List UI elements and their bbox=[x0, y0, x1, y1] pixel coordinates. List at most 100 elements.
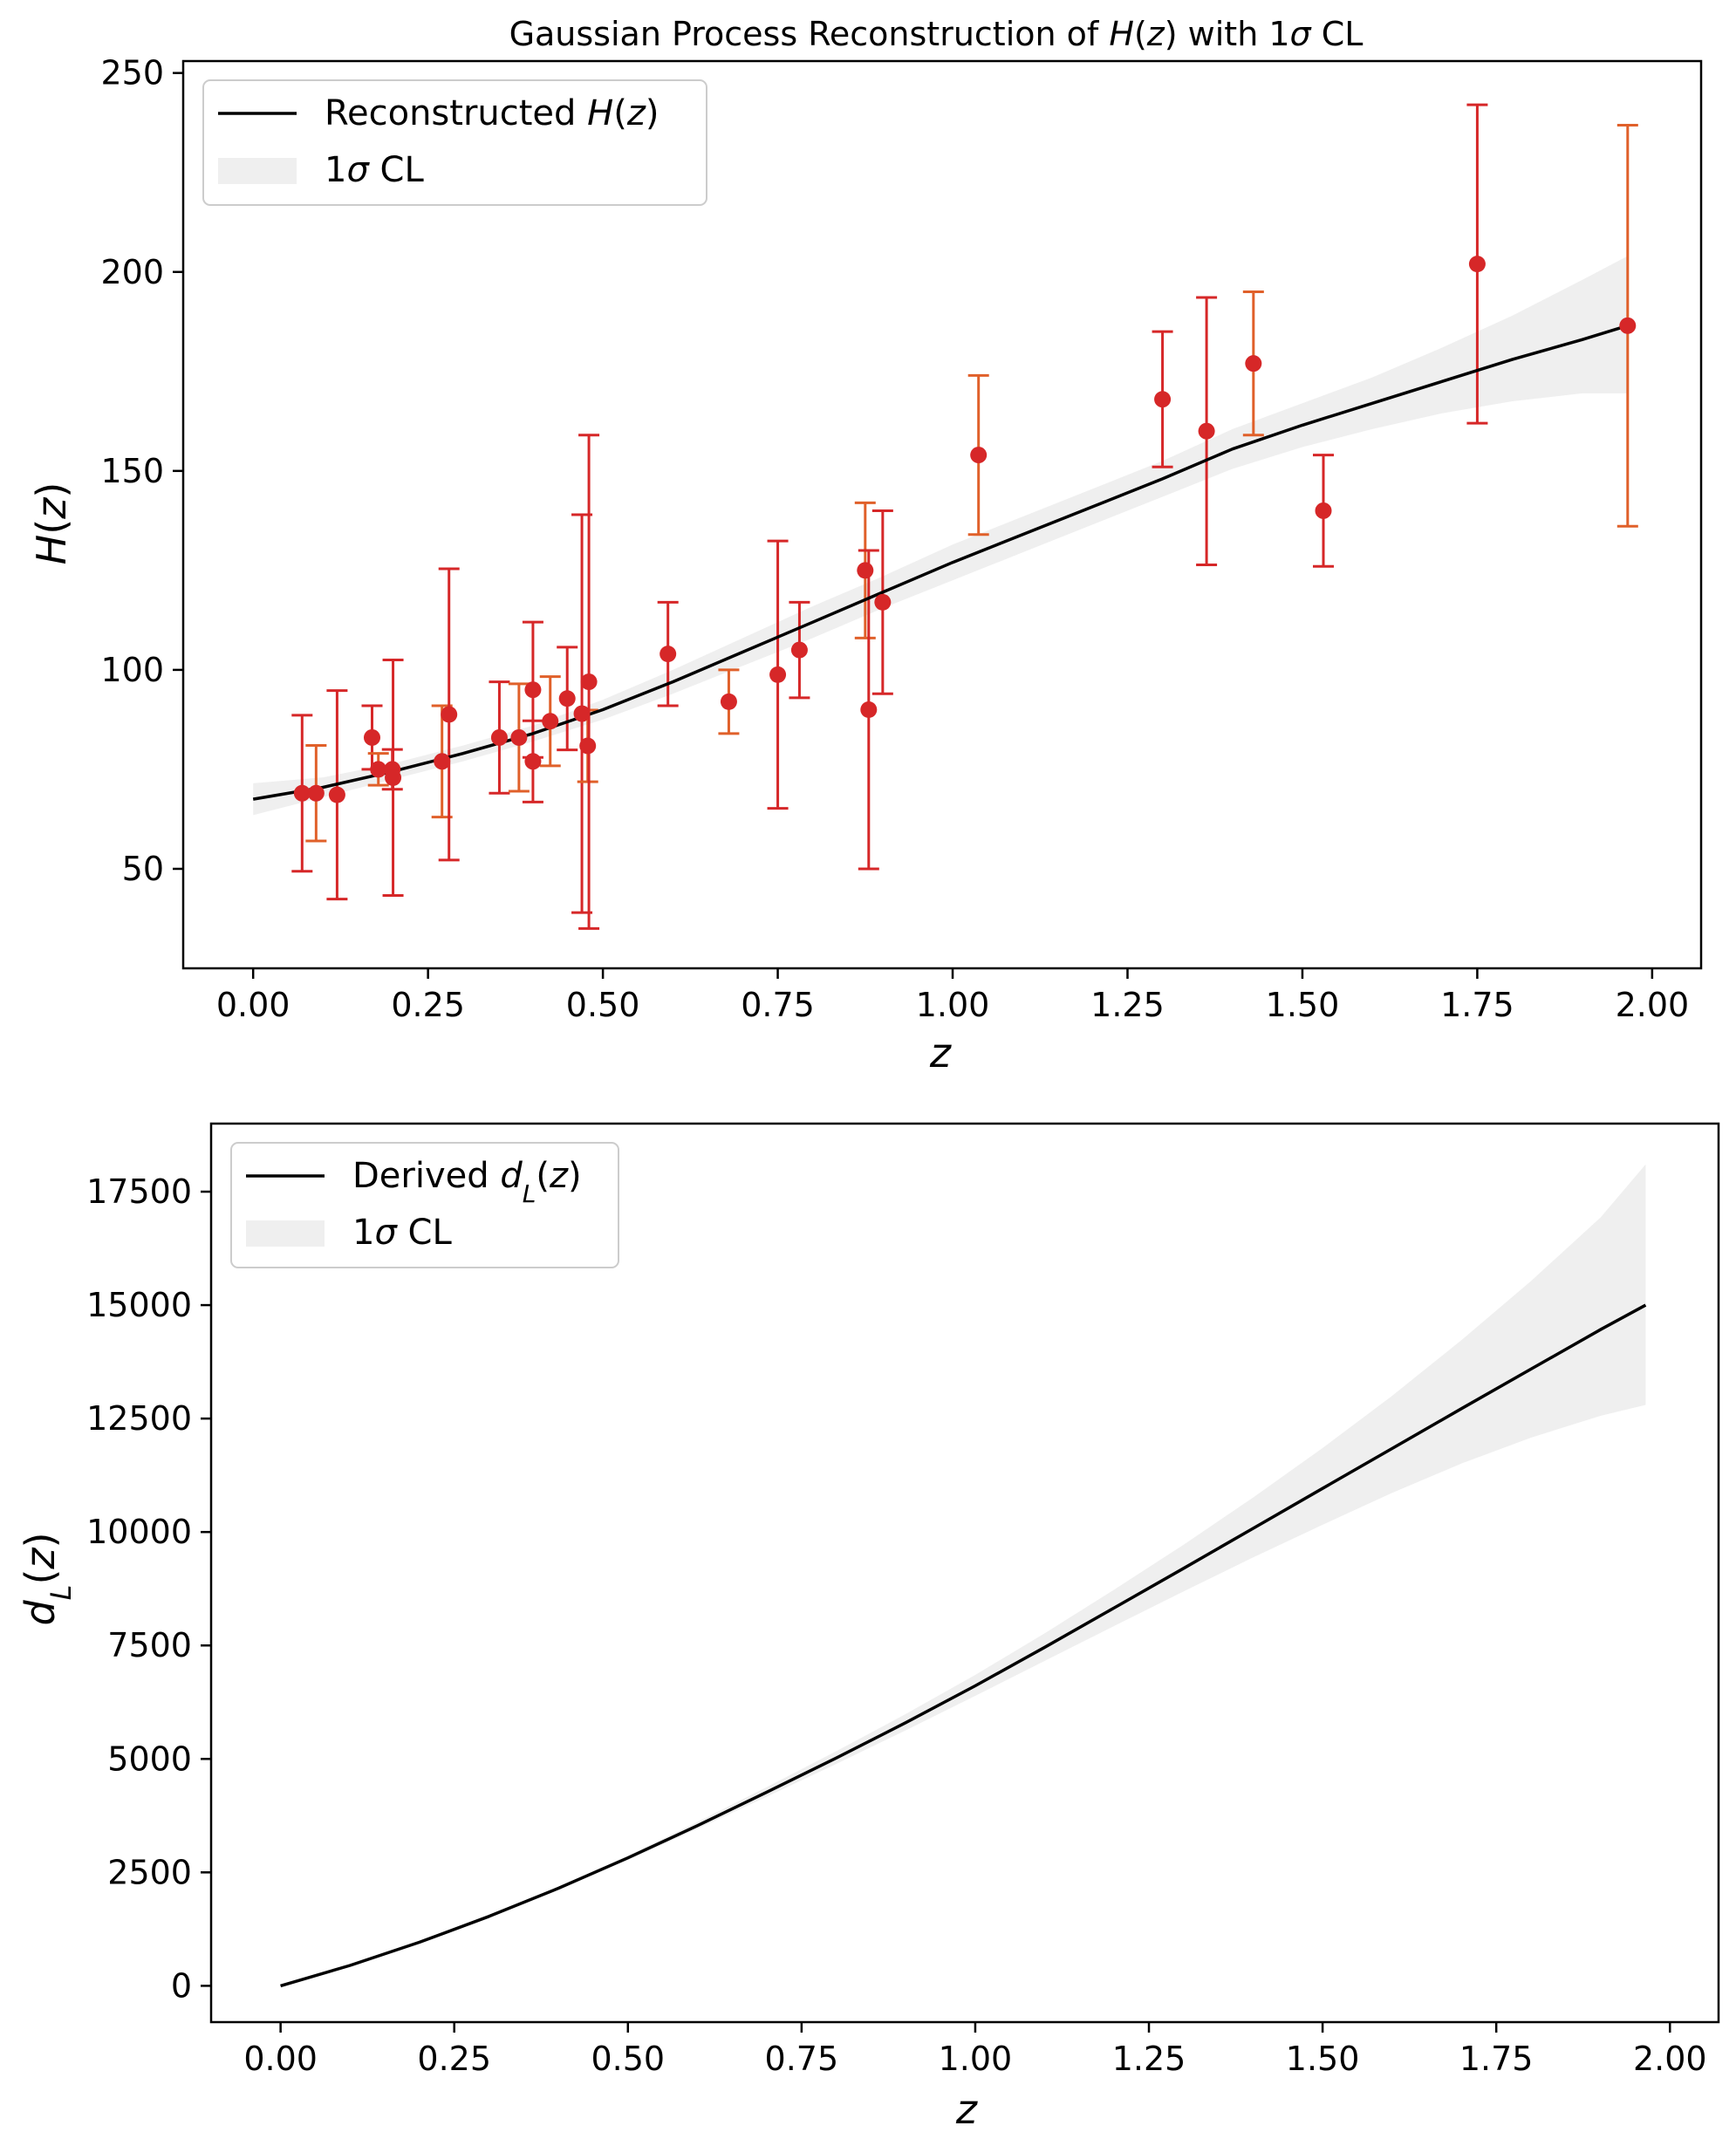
legend-line-label: Derived dL(z) bbox=[352, 1156, 582, 1208]
data-point bbox=[1154, 391, 1172, 408]
data-point bbox=[720, 693, 737, 710]
y-tick-label: 200 bbox=[100, 253, 164, 291]
data-point bbox=[573, 705, 591, 722]
data-point bbox=[510, 728, 528, 746]
legend-part: d bbox=[500, 1156, 523, 1196]
ylabel-part: L bbox=[44, 1585, 78, 1601]
legend-part: 1 bbox=[352, 1213, 374, 1253]
data-point bbox=[441, 706, 458, 723]
title-part: H bbox=[1109, 15, 1134, 53]
dl-of-z-plot-frame bbox=[209, 1122, 1720, 2024]
ylabel-part: ) bbox=[28, 482, 75, 498]
legend-part: σ bbox=[346, 150, 370, 190]
x-tick-label: 1.75 bbox=[1440, 986, 1514, 1024]
h-of-z-y-ticks: 50 100 150 200 250 bbox=[100, 54, 183, 888]
title-part: ) with 1 bbox=[1165, 15, 1290, 53]
ylabel-part: d bbox=[17, 1600, 64, 1626]
x-tick-label: 1.75 bbox=[1459, 2040, 1534, 2078]
y-tick-label: 7500 bbox=[107, 1626, 192, 1664]
title-part: z bbox=[1146, 15, 1165, 53]
legend-band-label: 1σ CL bbox=[352, 1213, 452, 1253]
legend-line-label: Reconstructed H(z) bbox=[325, 93, 659, 133]
legend-part: CL bbox=[369, 150, 425, 190]
reconstruction-line bbox=[280, 1303, 1647, 1988]
dl-of-z-x-ticks: 0.00 0.25 0.50 0.75 1.00 1.25 1.50 1.75 2.00 bbox=[243, 2022, 1707, 2078]
legend-part: ) bbox=[568, 1156, 582, 1196]
data-point bbox=[660, 646, 677, 663]
y-tick-label: 50 bbox=[122, 850, 164, 888]
data-point bbox=[1245, 355, 1262, 372]
title-part: ( bbox=[1134, 15, 1147, 53]
data-point bbox=[524, 681, 542, 699]
x-tick-label: 2.00 bbox=[1616, 986, 1690, 1024]
legend-part: H bbox=[587, 93, 613, 133]
x-tick-label: 0.75 bbox=[741, 986, 815, 1024]
data-point bbox=[307, 784, 325, 802]
x-tick-label: 0.00 bbox=[216, 986, 290, 1024]
data-point bbox=[857, 562, 874, 579]
dl-of-z-y-ticks: 0 2500 5000 7500 10000 12500 15000 17500 bbox=[86, 1172, 211, 2005]
data-point bbox=[370, 761, 387, 778]
dl-of-z-y-axis-label: dL(z) bbox=[17, 1532, 78, 1625]
ylabel-part: H bbox=[28, 535, 75, 565]
data-point bbox=[363, 728, 380, 746]
h-of-z-legend: Reconstructed H(z) 1σ CL bbox=[202, 79, 707, 206]
ylabel-part: z bbox=[17, 1548, 64, 1570]
data-point bbox=[490, 728, 508, 746]
data-point bbox=[1198, 422, 1215, 440]
y-tick-label: 100 bbox=[100, 651, 164, 689]
dl-of-z-legend: Derived dL(z) 1σ CL bbox=[230, 1142, 619, 1268]
data-point bbox=[328, 786, 345, 803]
y-tick-label: 17500 bbox=[86, 1172, 192, 1211]
ylabel-part: ( bbox=[28, 519, 75, 535]
y-tick-label: 12500 bbox=[86, 1399, 192, 1438]
x-tick-label: 2.00 bbox=[1633, 2040, 1707, 2078]
legend-band-label: 1σ CL bbox=[325, 150, 424, 190]
x-tick-label: 0.50 bbox=[566, 986, 640, 1024]
data-point bbox=[790, 641, 808, 659]
legend-box bbox=[202, 79, 707, 206]
data-point bbox=[769, 666, 787, 683]
h-of-z-y-axis-label: H(z) bbox=[28, 482, 75, 565]
data-point bbox=[1619, 317, 1637, 334]
legend-box bbox=[230, 1142, 619, 1268]
y-tick-label: 5000 bbox=[107, 1739, 192, 1778]
x-tick-label: 0.25 bbox=[417, 2040, 491, 2078]
data-point bbox=[970, 447, 988, 464]
ylabel-part: ( bbox=[17, 1569, 64, 1585]
legend-part: CL bbox=[397, 1213, 453, 1253]
h-of-z-points-layer bbox=[293, 256, 1637, 803]
title-part: CL bbox=[1311, 15, 1364, 53]
data-point bbox=[580, 673, 598, 691]
legend-part: 1 bbox=[325, 150, 346, 190]
x-tick-label: 1.25 bbox=[1112, 2040, 1186, 2078]
data-point bbox=[542, 713, 559, 730]
x-tick-label: 1.50 bbox=[1286, 2040, 1360, 2078]
x-tick-label: 1.00 bbox=[916, 986, 990, 1024]
legend-band-swatch bbox=[246, 1220, 325, 1247]
ylabel-part: ) bbox=[17, 1532, 64, 1548]
legend-part: L bbox=[523, 1179, 537, 1208]
legend-part: σ bbox=[374, 1213, 398, 1253]
x-tick-label: 1.00 bbox=[939, 2040, 1013, 2078]
h-of-z-line-layer bbox=[252, 324, 1629, 801]
y-tick-label: 150 bbox=[100, 452, 164, 490]
legend-part: z bbox=[626, 93, 646, 133]
y-tick-label: 0 bbox=[171, 1966, 192, 2005]
reconstruction-line bbox=[252, 324, 1629, 801]
x-tick-label: 0.00 bbox=[243, 2040, 318, 2078]
data-point bbox=[579, 737, 597, 755]
h-of-z-plot-frame bbox=[181, 59, 1703, 970]
h-of-z-x-axis-label: z bbox=[929, 1029, 952, 1076]
data-point bbox=[434, 753, 451, 770]
data-point bbox=[385, 769, 402, 787]
data-point bbox=[1468, 256, 1486, 273]
x-tick-label: 0.25 bbox=[391, 986, 465, 1024]
x-tick-label: 0.75 bbox=[765, 2040, 839, 2078]
x-tick-label: 1.50 bbox=[1266, 986, 1340, 1024]
dl-of-z-x-axis-label: z bbox=[955, 2086, 978, 2133]
y-tick-label: 15000 bbox=[86, 1286, 192, 1324]
legend-part: ( bbox=[613, 93, 627, 133]
